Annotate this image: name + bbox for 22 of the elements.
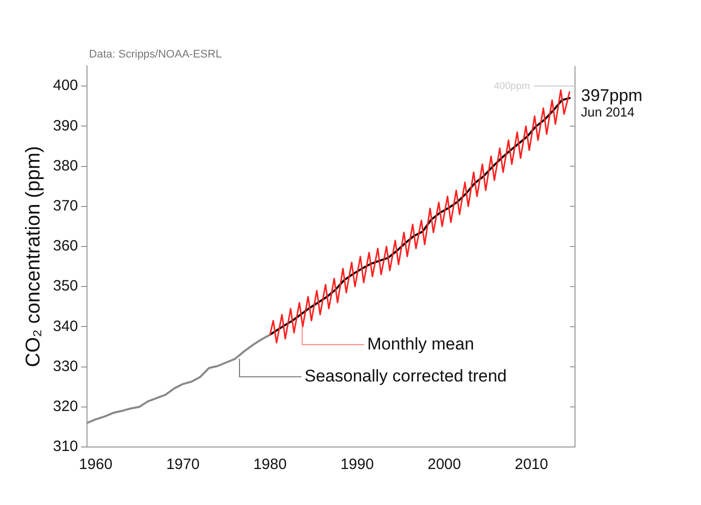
- y-tick-label: 390: [52, 117, 78, 134]
- x-tick-label: 1970: [166, 456, 200, 474]
- annotation: Seasonally corrected trend: [304, 366, 507, 386]
- y-tick-label: 330: [52, 358, 78, 375]
- y-tick-label: 350: [52, 278, 78, 295]
- annotation: Monthly mean: [367, 334, 474, 354]
- x-tick-label: 1980: [253, 456, 287, 474]
- y-tick-label: 400: [52, 77, 78, 94]
- annotation: 397ppm: [581, 86, 642, 105]
- y-tick-label: 310: [52, 438, 78, 456]
- y-tick-label: 340: [52, 318, 78, 335]
- text: Jun 2014: [581, 104, 634, 120]
- y-axis-title: CO₂ concentration (ppm): [22, 146, 45, 368]
- x-tick-label: 1960: [79, 456, 112, 474]
- x-tick-label: 2000: [428, 456, 461, 474]
- y-tick-label: 360: [52, 238, 78, 255]
- y-tick-label: 370: [52, 198, 78, 215]
- x-tick-label: 1990: [340, 456, 374, 474]
- y-tick-label: 380: [52, 157, 78, 174]
- x-tick-label: 2010: [514, 456, 548, 474]
- text: Data: Scripps/NOAA-ESRL: [89, 48, 222, 61]
- y-tick-label: 320: [52, 398, 78, 416]
